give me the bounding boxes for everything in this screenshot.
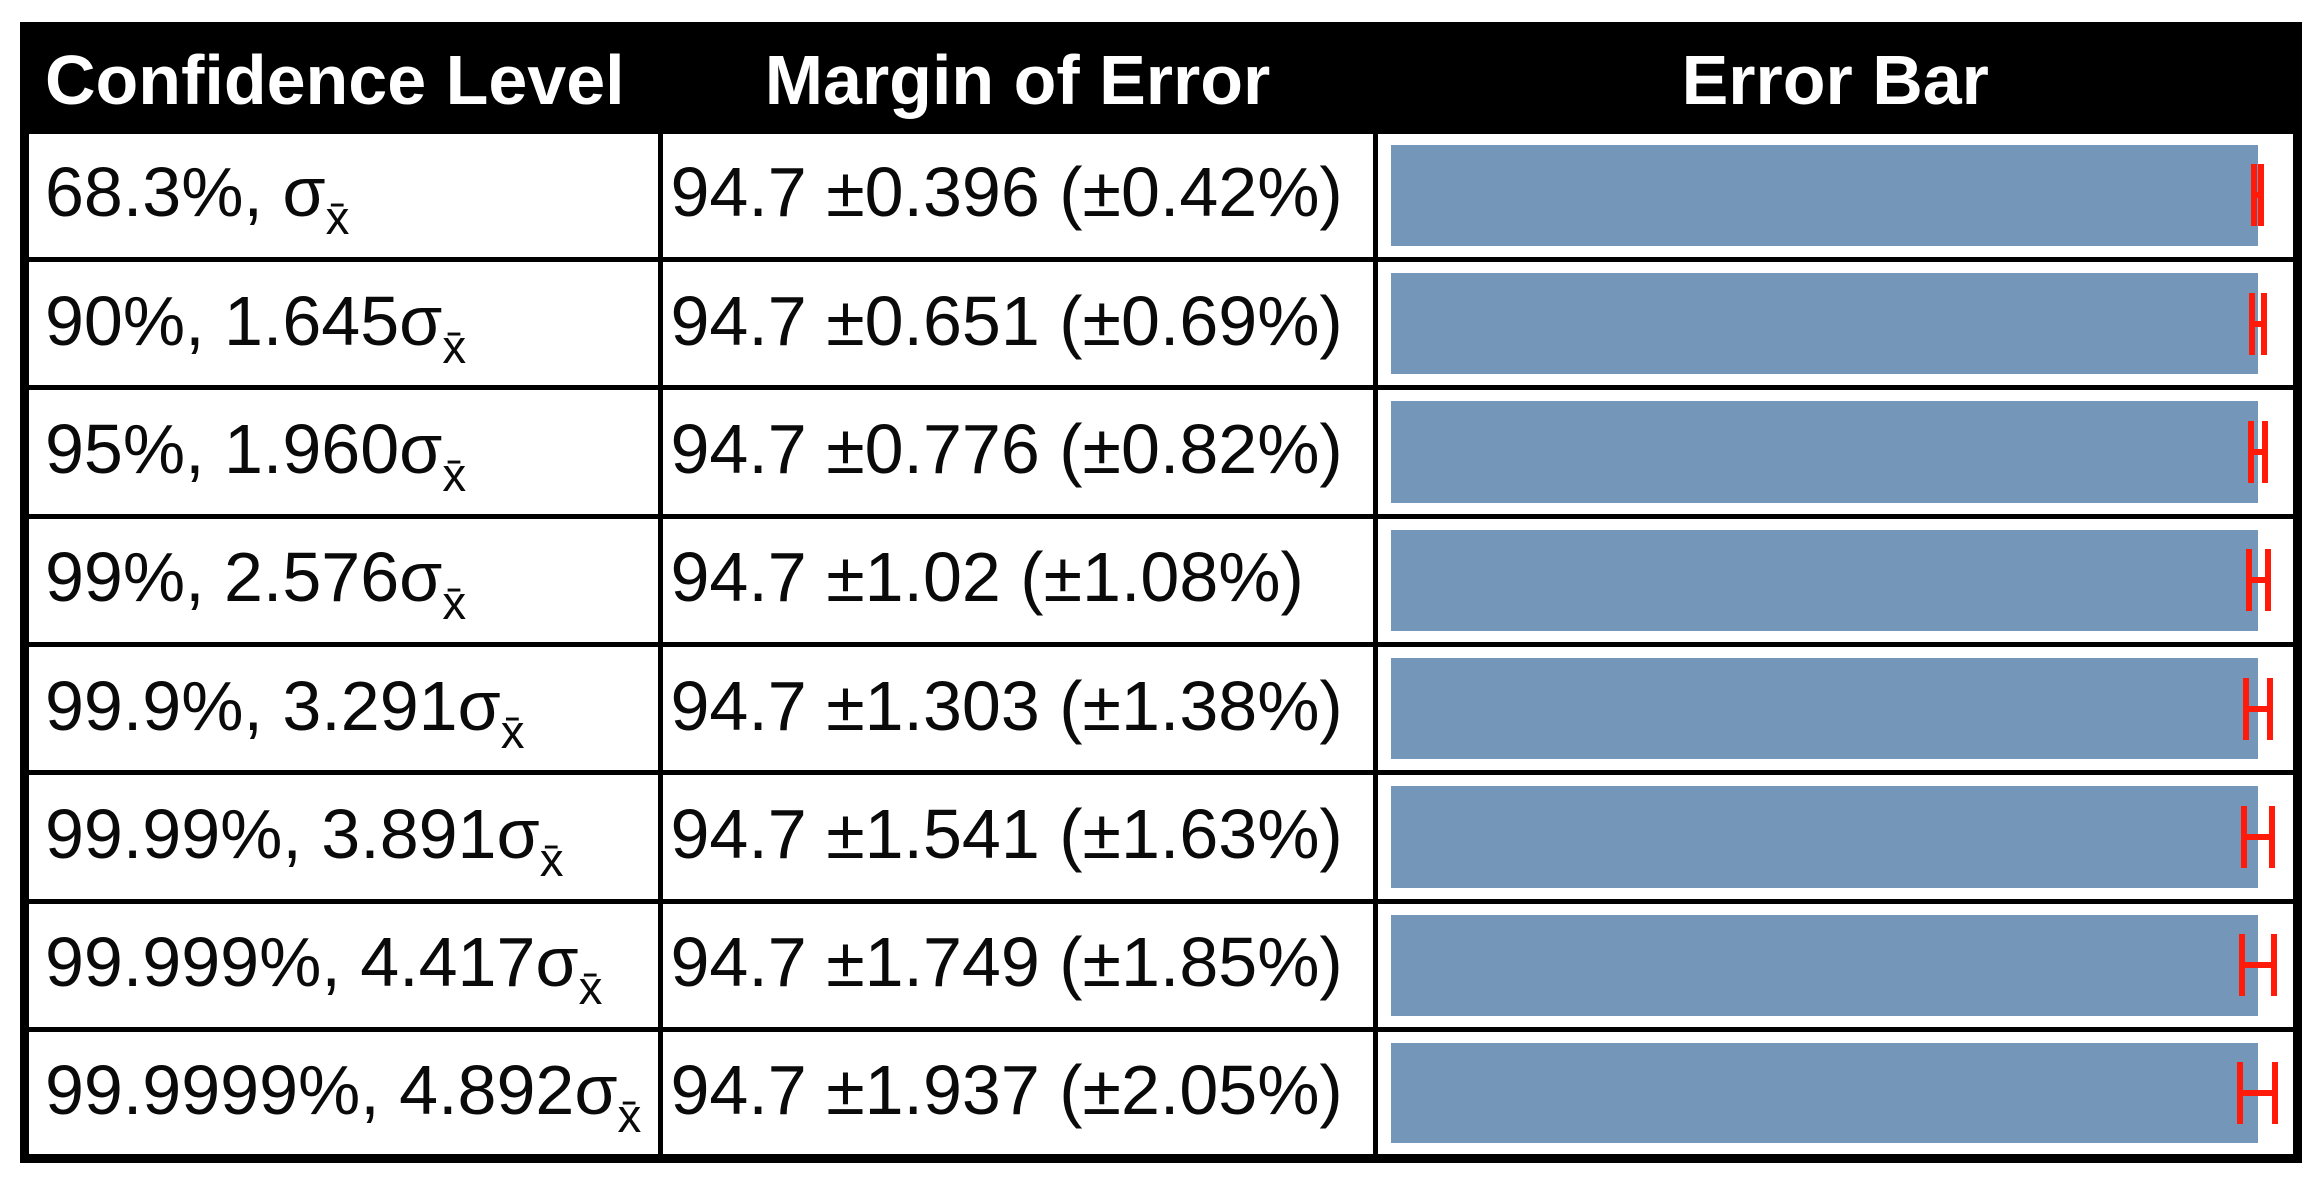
confidence-cell: 99.9%, 3.291σx̄ bbox=[26, 641, 663, 776]
error-bar-whisker bbox=[2242, 677, 2273, 740]
confidence-table-frame: Confidence Level Margin of Error Error B… bbox=[20, 22, 2302, 1163]
margin-cell: 94.7 ±1.749 (±1.85%) bbox=[657, 898, 1378, 1033]
error-bar-cap-right bbox=[2260, 292, 2267, 355]
confidence-cell: 99%, 2.576σx̄ bbox=[26, 513, 663, 647]
margin-cell: 94.7 ±0.651 (±0.69%) bbox=[657, 256, 1378, 391]
table-body: 68.3%, σx̄ 94.7 ±0.396 (±0.42%) 90%, 1.6… bbox=[26, 128, 2296, 1157]
error-bar-line bbox=[2236, 1090, 2278, 1096]
confidence-label: 68.3%, σ bbox=[45, 153, 326, 232]
value-bar bbox=[1390, 914, 2258, 1017]
error-bar-whisker bbox=[2250, 164, 2264, 227]
table-row: 95%, 1.960σx̄ 94.7 ±0.776 (±0.82%) bbox=[26, 385, 2296, 519]
error-bar-whisker bbox=[2245, 549, 2271, 612]
table-row: 68.3%, σx̄ 94.7 ±0.396 (±0.42%) bbox=[26, 128, 2296, 262]
table-header: Confidence Level Margin of Error Error B… bbox=[26, 28, 2296, 134]
error-bar-line bbox=[2248, 320, 2267, 327]
margin-cell: 94.7 ±1.541 (±1.63%) bbox=[657, 770, 1378, 904]
value-bar bbox=[1390, 786, 2258, 888]
col-header-margin-of-error: Margin of Error bbox=[657, 28, 1378, 134]
col-header-confidence-level: Confidence Level bbox=[26, 28, 663, 134]
error-bar-whisker bbox=[2240, 805, 2275, 868]
sigma-subscript: x̄ bbox=[578, 962, 603, 1016]
error-bar-line bbox=[2245, 577, 2271, 584]
error-bar-cell bbox=[1372, 385, 2296, 519]
error-bar-line bbox=[2247, 448, 2268, 455]
confidence-label: 99.9%, 3.291σ bbox=[45, 666, 501, 745]
error-bar-line bbox=[2240, 833, 2275, 840]
sigma-subscript: x̄ bbox=[442, 320, 467, 374]
header-row: Confidence Level Margin of Error Error B… bbox=[26, 28, 2296, 134]
error-bar-cap-right bbox=[2268, 805, 2275, 868]
error-bar-whisker bbox=[2247, 420, 2268, 483]
col-header-error-bar: Error Bar bbox=[1372, 28, 2296, 134]
confidence-cell: 68.3%, σx̄ bbox=[26, 128, 663, 262]
margin-cell: 94.7 ±1.937 (±2.05%) bbox=[657, 1027, 1378, 1157]
error-bar-cap-right bbox=[2266, 677, 2273, 740]
error-bar-cell bbox=[1372, 898, 2296, 1033]
confidence-label: 99.9999%, 4.892σ bbox=[45, 1051, 618, 1129]
table-row: 99%, 2.576σx̄ 94.7 ±1.02 (±1.08%) bbox=[26, 513, 2296, 647]
error-bar-whisker bbox=[2238, 934, 2277, 997]
sigma-subscript: x̄ bbox=[617, 1090, 642, 1144]
confidence-label: 99%, 2.576σ bbox=[45, 538, 443, 617]
error-bar-whisker bbox=[2248, 292, 2267, 355]
table-row: 99.9%, 3.291σx̄ 94.7 ±1.303 (±1.38%) bbox=[26, 641, 2296, 776]
margin-cell: 94.7 ±1.303 (±1.38%) bbox=[657, 641, 1378, 776]
table-row: 90%, 1.645σx̄ 94.7 ±0.651 (±0.69%) bbox=[26, 256, 2296, 391]
error-bar-cap-right bbox=[2257, 164, 2264, 227]
confidence-label: 99.99%, 3.891σ bbox=[45, 794, 540, 873]
confidence-cell: 90%, 1.645σx̄ bbox=[26, 256, 663, 391]
margin-cell: 94.7 ±1.02 (±1.08%) bbox=[657, 513, 1378, 647]
error-bar-cell bbox=[1372, 256, 2296, 391]
value-bar bbox=[1390, 144, 2258, 246]
confidence-label: 95%, 1.960σ bbox=[45, 409, 443, 488]
error-bar-cap-right bbox=[2264, 549, 2271, 612]
confidence-cell: 99.999%, 4.417σx̄ bbox=[26, 898, 663, 1033]
margin-cell: 94.7 ±0.396 (±0.42%) bbox=[657, 128, 1378, 262]
sigma-subscript: x̄ bbox=[500, 705, 525, 759]
error-bar-cap-right bbox=[2271, 1062, 2278, 1124]
value-bar bbox=[1390, 657, 2258, 760]
confidence-label: 99.999%, 4.417σ bbox=[45, 923, 579, 1002]
confidence-label: 90%, 1.645σ bbox=[45, 281, 443, 360]
value-bar bbox=[1390, 1043, 2258, 1143]
error-bar-cell bbox=[1372, 1027, 2296, 1157]
table-row: 99.999%, 4.417σx̄ 94.7 ±1.749 (±1.85%) bbox=[26, 898, 2296, 1033]
error-bar-line bbox=[2242, 705, 2273, 712]
error-bar-cell bbox=[1372, 128, 2296, 262]
value-bar bbox=[1390, 529, 2258, 631]
error-bar-line bbox=[2238, 962, 2277, 969]
error-bar-cap-right bbox=[2270, 934, 2277, 997]
sigma-subscript: x̄ bbox=[539, 834, 564, 888]
sigma-subscript: x̄ bbox=[442, 577, 467, 631]
value-bar bbox=[1390, 272, 2258, 375]
sigma-subscript: x̄ bbox=[442, 448, 467, 502]
confidence-cell: 95%, 1.960σx̄ bbox=[26, 385, 663, 519]
confidence-table: Confidence Level Margin of Error Error B… bbox=[26, 28, 2296, 1157]
sigma-subscript: x̄ bbox=[325, 192, 350, 246]
table-row: 99.99%, 3.891σx̄ 94.7 ±1.541 (±1.63%) bbox=[26, 770, 2296, 904]
error-bar-cap-right bbox=[2261, 420, 2268, 483]
value-bar bbox=[1390, 401, 2258, 503]
margin-cell: 94.7 ±0.776 (±0.82%) bbox=[657, 385, 1378, 519]
confidence-cell: 99.9999%, 4.892σx̄ bbox=[26, 1027, 663, 1157]
error-bar-cell bbox=[1372, 770, 2296, 904]
confidence-cell: 99.99%, 3.891σx̄ bbox=[26, 770, 663, 904]
error-bar-line bbox=[2250, 192, 2264, 199]
error-bar-whisker bbox=[2236, 1062, 2278, 1124]
error-bar-cell bbox=[1372, 641, 2296, 776]
error-bar-cell bbox=[1372, 513, 2296, 647]
table-row: 99.9999%, 4.892σx̄ 94.7 ±1.937 (±2.05%) bbox=[26, 1027, 2296, 1157]
